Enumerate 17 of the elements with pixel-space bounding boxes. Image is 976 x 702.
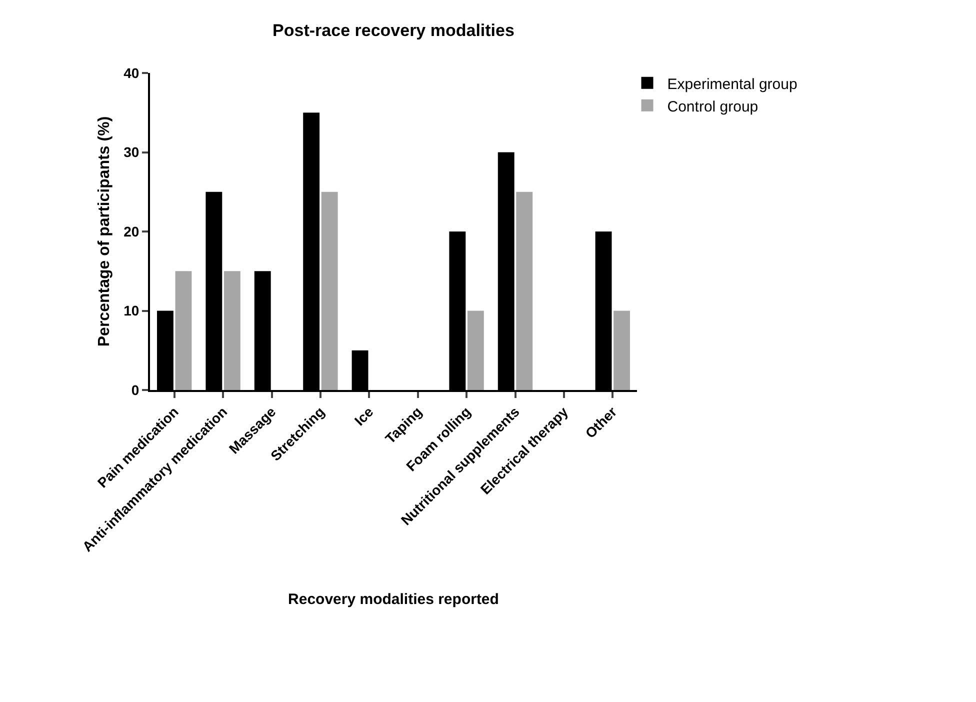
bar [175, 271, 192, 390]
bar [321, 192, 338, 390]
x-axis-title: Recovery modalities reported [288, 591, 499, 608]
legend-label: Experimental group [667, 76, 798, 93]
y-tick-label: 30 [124, 144, 140, 160]
bar [224, 271, 240, 390]
x-tick-label: Ice [351, 403, 376, 429]
chart-title: Post-race recovery modalities [272, 20, 514, 40]
bar [467, 310, 484, 390]
bar [516, 192, 533, 390]
bar [614, 310, 630, 390]
y-tick-label: 20 [124, 223, 140, 240]
y-tick-label: 0 [131, 382, 140, 398]
y-tick-label: 10 [124, 302, 140, 319]
legend-label: Control group [667, 98, 758, 116]
y-tick-label: 40 [124, 64, 140, 81]
y-axis-title: Percentage of participants (%) [96, 116, 114, 347]
